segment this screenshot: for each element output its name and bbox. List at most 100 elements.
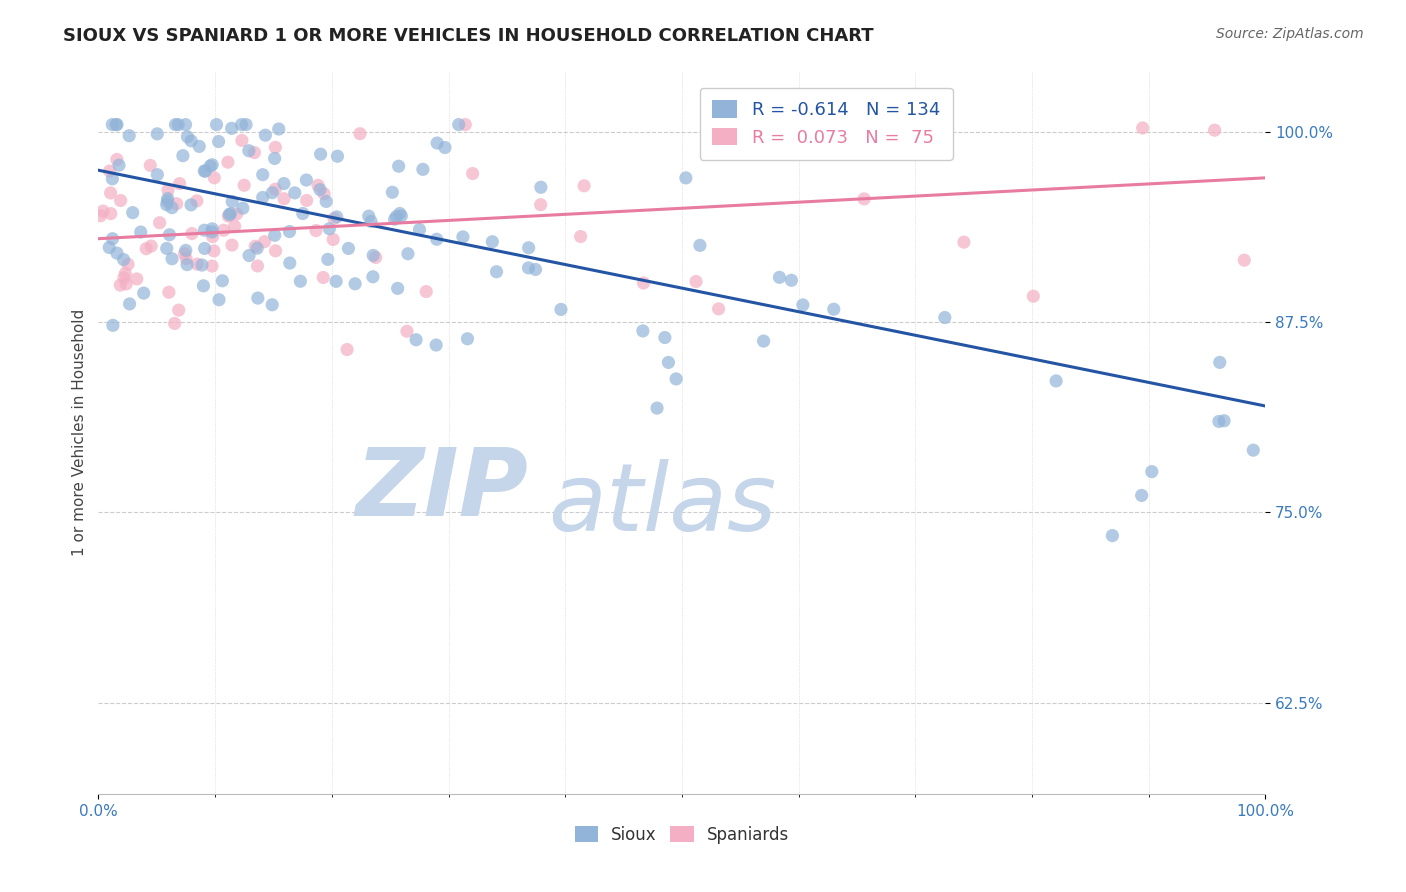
Point bbox=[202, 170, 225, 185]
Point bbox=[225, 207, 247, 221]
Point bbox=[1101, 528, 1123, 542]
Point bbox=[180, 198, 202, 212]
Point bbox=[219, 207, 242, 221]
Point bbox=[934, 310, 956, 325]
Point bbox=[101, 118, 124, 132]
Point bbox=[1204, 123, 1226, 137]
Point bbox=[194, 164, 217, 178]
Point bbox=[264, 244, 287, 258]
Point bbox=[408, 222, 430, 236]
Point bbox=[176, 129, 198, 144]
Text: ZIP: ZIP bbox=[356, 444, 529, 536]
Point bbox=[360, 214, 382, 228]
Point bbox=[384, 212, 406, 227]
Point bbox=[364, 251, 387, 265]
Point bbox=[426, 136, 449, 150]
Point bbox=[193, 223, 215, 237]
Point bbox=[322, 232, 344, 246]
Point bbox=[101, 318, 124, 333]
Point bbox=[349, 127, 371, 141]
Point bbox=[295, 194, 318, 208]
Point bbox=[165, 118, 187, 132]
Point bbox=[1241, 443, 1264, 458]
Point bbox=[953, 235, 976, 250]
Point bbox=[180, 134, 202, 148]
Point bbox=[217, 155, 239, 169]
Y-axis label: 1 or more Vehicles in Household: 1 or more Vehicles in Household bbox=[72, 309, 87, 557]
Point bbox=[101, 171, 124, 186]
Point bbox=[707, 301, 730, 316]
Point bbox=[1213, 414, 1236, 428]
Point bbox=[245, 239, 267, 253]
Point bbox=[173, 246, 195, 260]
Point bbox=[633, 276, 655, 290]
Point bbox=[200, 159, 222, 173]
Point bbox=[163, 317, 186, 331]
Point bbox=[309, 183, 332, 197]
Point bbox=[121, 205, 143, 219]
Point bbox=[132, 286, 155, 301]
Point bbox=[105, 246, 128, 260]
Point bbox=[318, 221, 340, 235]
Point bbox=[665, 372, 688, 386]
Point bbox=[110, 194, 132, 208]
Point bbox=[139, 158, 162, 172]
Point bbox=[1233, 253, 1256, 268]
Point bbox=[207, 135, 229, 149]
Point bbox=[129, 225, 152, 239]
Point bbox=[91, 204, 114, 219]
Point bbox=[246, 241, 269, 255]
Point bbox=[263, 152, 285, 166]
Point bbox=[312, 186, 335, 201]
Point bbox=[278, 256, 301, 270]
Point bbox=[169, 177, 191, 191]
Point bbox=[90, 209, 112, 223]
Point bbox=[426, 232, 449, 246]
Point bbox=[768, 270, 790, 285]
Point bbox=[105, 118, 128, 132]
Point bbox=[405, 333, 427, 347]
Point bbox=[110, 278, 132, 293]
Point bbox=[357, 209, 380, 223]
Text: atlas: atlas bbox=[548, 459, 776, 550]
Point bbox=[194, 242, 217, 256]
Point bbox=[337, 242, 360, 256]
Point bbox=[105, 153, 128, 167]
Point bbox=[243, 145, 266, 160]
Point bbox=[267, 122, 290, 136]
Point bbox=[180, 227, 202, 241]
Point bbox=[174, 118, 197, 132]
Point bbox=[191, 258, 214, 272]
Point bbox=[780, 273, 803, 287]
Point bbox=[218, 208, 240, 222]
Point bbox=[792, 298, 814, 312]
Point bbox=[657, 355, 679, 369]
Point bbox=[433, 140, 456, 154]
Point bbox=[156, 242, 179, 256]
Point bbox=[305, 223, 328, 237]
Point bbox=[524, 262, 547, 277]
Text: Source: ZipAtlas.com: Source: ZipAtlas.com bbox=[1216, 27, 1364, 41]
Point bbox=[166, 196, 188, 211]
Point bbox=[387, 281, 409, 295]
Point bbox=[211, 274, 233, 288]
Point bbox=[461, 167, 484, 181]
Point bbox=[115, 277, 138, 291]
Point bbox=[381, 186, 404, 200]
Point bbox=[125, 272, 148, 286]
Point bbox=[118, 297, 141, 311]
Point bbox=[174, 252, 197, 266]
Point bbox=[159, 227, 181, 242]
Point bbox=[201, 229, 224, 244]
Point bbox=[290, 274, 312, 288]
Point bbox=[685, 275, 707, 289]
Point bbox=[221, 194, 243, 209]
Point bbox=[1140, 465, 1163, 479]
Point bbox=[264, 140, 287, 154]
Point bbox=[100, 186, 122, 200]
Point bbox=[208, 293, 231, 307]
Point bbox=[146, 168, 169, 182]
Point bbox=[675, 170, 697, 185]
Point bbox=[263, 228, 285, 243]
Point bbox=[530, 197, 553, 211]
